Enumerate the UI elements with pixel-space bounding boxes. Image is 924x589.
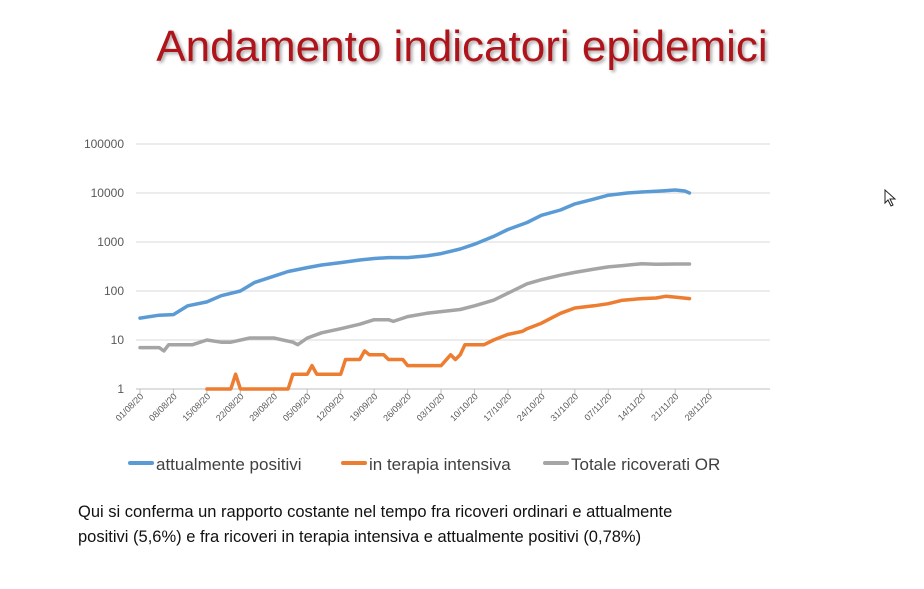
- legend-label: attualmente positivi: [156, 455, 302, 474]
- x-tick-label: 07/11/20: [582, 391, 613, 422]
- series-line-1: [205, 294, 692, 391]
- y-tick-label: 10: [111, 333, 125, 347]
- x-tick-label: 28/11/20: [683, 391, 714, 422]
- x-tick-label: 29/08/20: [247, 391, 279, 423]
- x-tick-label: 15/08/20: [180, 391, 212, 423]
- x-tick-label: 01/08/20: [114, 391, 146, 423]
- line-chart: 1 10 100 1000 10000 100000 01/08/20 08/08/20 15/…: [84, 137, 770, 474]
- x-tick-label: 12/09/20: [314, 391, 346, 423]
- series-lines: [138, 188, 692, 391]
- slide-title: Andamento indicatori epidemici: [156, 22, 768, 71]
- gridlines: [136, 143, 770, 390]
- x-tick-label: 03/10/20: [415, 391, 447, 423]
- legend-label: in terapia intensiva: [369, 455, 511, 474]
- x-tick-label: 21/11/20: [649, 391, 680, 422]
- x-tick-label: 17/10/20: [482, 391, 514, 423]
- mouse-cursor-icon: [884, 189, 897, 207]
- legend: attualmente positivi in terapia intensiva…: [128, 455, 720, 474]
- caption-line-1: Qui si conferma un rapporto costante nel…: [78, 503, 673, 521]
- y-tick-label: 100000: [84, 137, 124, 151]
- series-line-0: [138, 188, 692, 320]
- y-tick-label: 100: [104, 284, 124, 298]
- series-line-2: [138, 261, 692, 353]
- y-tick-label: 1: [117, 382, 124, 396]
- legend-label: Totale ricoverati OR: [571, 455, 720, 474]
- x-tick-label: 31/10/20: [548, 391, 580, 423]
- caption: Qui si conferma un rapporto costante nel…: [78, 500, 818, 550]
- axes: 1 10 100 1000 10000 100000 01/08/20 08/08/20 15/…: [84, 137, 770, 423]
- x-tick-label: 05/09/20: [281, 391, 313, 423]
- x-tick-label: 10/10/20: [448, 391, 480, 423]
- x-tick-label: 19/09/20: [348, 391, 380, 423]
- x-tick-label: 22/08/20: [214, 391, 246, 423]
- x-tick-label: 26/09/20: [381, 391, 413, 423]
- x-tick-label: 08/08/20: [147, 391, 179, 423]
- y-tick-label: 1000: [97, 235, 124, 249]
- y-tick-label: 10000: [91, 186, 125, 200]
- x-tick-label: 24/10/20: [515, 391, 547, 423]
- x-tick-label: 14/11/20: [616, 391, 647, 422]
- caption-line-2: positivi (5,6%) e fra ricoveri in terapi…: [78, 528, 642, 546]
